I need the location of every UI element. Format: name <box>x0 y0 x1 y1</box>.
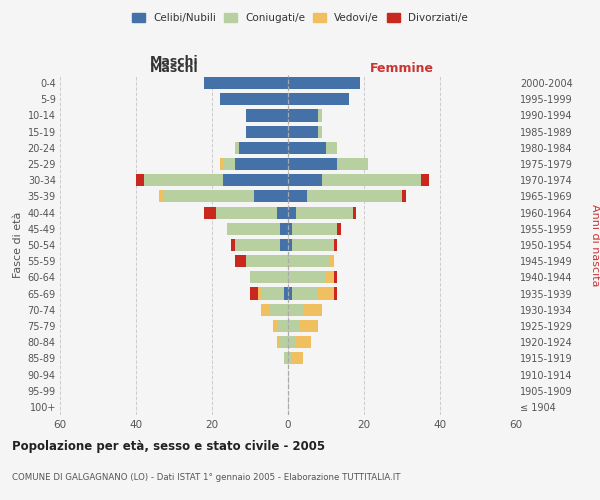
Bar <box>159 190 163 202</box>
Bar <box>284 288 288 300</box>
Bar <box>143 174 223 186</box>
Bar <box>250 272 288 283</box>
Bar <box>322 174 421 186</box>
Bar <box>292 222 337 235</box>
Bar <box>227 222 280 235</box>
Bar <box>353 206 356 218</box>
Bar <box>288 222 292 235</box>
Bar <box>288 93 349 106</box>
Bar <box>205 206 216 218</box>
Bar <box>326 142 337 154</box>
Bar <box>246 110 288 122</box>
Bar <box>223 174 288 186</box>
Bar <box>334 272 337 283</box>
Bar <box>288 206 296 218</box>
Legend: Celibi/Nubili, Coniugati/e, Vedovi/e, Divorziati/e: Celibi/Nubili, Coniugati/e, Vedovi/e, Di… <box>129 10 471 26</box>
Bar <box>277 336 280 348</box>
Bar <box>288 352 292 364</box>
Bar <box>288 190 307 202</box>
Bar <box>220 158 223 170</box>
Bar <box>288 255 330 268</box>
Bar <box>402 190 406 202</box>
Bar <box>235 142 239 154</box>
Bar <box>288 142 326 154</box>
Bar <box>303 304 322 316</box>
Text: Femmine: Femmine <box>370 62 434 75</box>
Bar <box>280 336 288 348</box>
Bar <box>280 239 288 251</box>
Bar <box>235 239 280 251</box>
Bar <box>288 174 322 186</box>
Bar <box>277 206 288 218</box>
Bar <box>205 77 288 89</box>
Bar <box>288 239 292 251</box>
Bar <box>262 304 269 316</box>
Bar <box>216 206 277 218</box>
Bar <box>337 222 341 235</box>
Bar <box>235 158 288 170</box>
Bar <box>257 288 262 300</box>
Bar <box>223 158 235 170</box>
Bar <box>246 255 288 268</box>
Bar <box>288 158 337 170</box>
Bar <box>288 110 319 122</box>
Text: Maschi: Maschi <box>149 62 199 75</box>
Bar <box>235 255 246 268</box>
Bar <box>231 239 235 251</box>
Bar <box>299 320 319 332</box>
Bar <box>296 336 311 348</box>
Bar <box>220 93 288 106</box>
Bar <box>319 110 322 122</box>
Bar <box>307 190 402 202</box>
Bar <box>288 272 326 283</box>
Bar <box>288 304 303 316</box>
Bar <box>269 304 288 316</box>
Bar <box>292 352 303 364</box>
Bar <box>292 288 319 300</box>
Bar <box>296 206 353 218</box>
Bar <box>319 288 334 300</box>
Bar <box>288 336 296 348</box>
Bar <box>277 320 288 332</box>
Bar <box>421 174 428 186</box>
Bar <box>273 320 277 332</box>
Bar <box>337 158 368 170</box>
Bar <box>284 352 288 364</box>
Bar <box>163 190 254 202</box>
Bar <box>334 288 337 300</box>
Text: Popolazione per età, sesso e stato civile - 2005: Popolazione per età, sesso e stato civil… <box>12 440 325 453</box>
Bar <box>334 239 337 251</box>
Bar <box>280 222 288 235</box>
Bar <box>319 126 322 138</box>
Bar <box>254 190 288 202</box>
Bar <box>288 320 299 332</box>
Bar <box>326 272 334 283</box>
Y-axis label: Fasce di età: Fasce di età <box>13 212 23 278</box>
Bar <box>288 126 319 138</box>
Bar <box>330 255 334 268</box>
Bar <box>288 77 360 89</box>
Bar <box>136 174 143 186</box>
Bar <box>288 288 292 300</box>
Bar <box>239 142 288 154</box>
Bar <box>292 239 334 251</box>
Y-axis label: Anni di nascita: Anni di nascita <box>590 204 600 286</box>
Text: COMUNE DI GALGAGNANO (LO) - Dati ISTAT 1° gennaio 2005 - Elaborazione TUTTITALIA: COMUNE DI GALGAGNANO (LO) - Dati ISTAT 1… <box>12 473 401 482</box>
Bar <box>250 288 257 300</box>
Text: Maschi: Maschi <box>149 55 199 68</box>
Bar <box>262 288 284 300</box>
Bar <box>246 126 288 138</box>
